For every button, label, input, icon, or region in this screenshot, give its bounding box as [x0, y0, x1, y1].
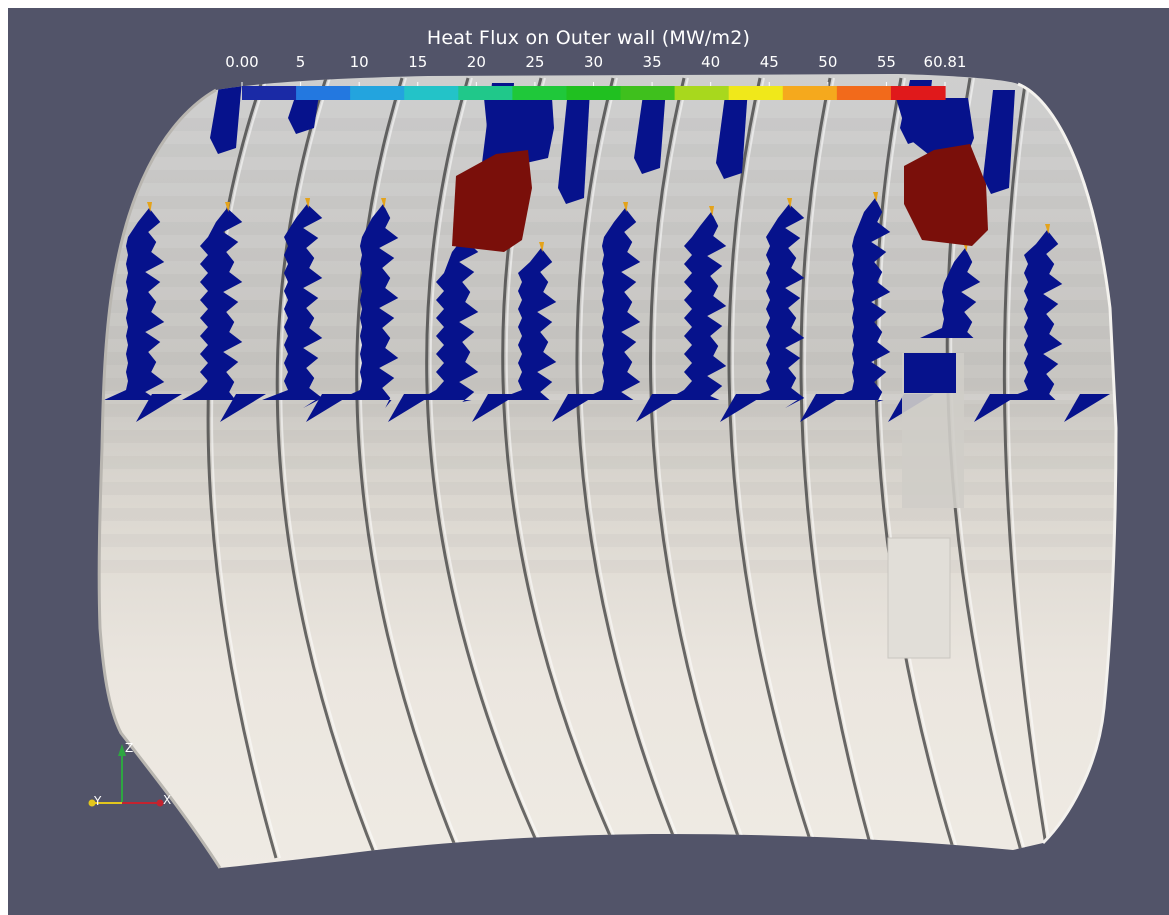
- panel-gap: [874, 77, 958, 859]
- colorbar-tick-label: 25: [525, 53, 545, 71]
- panel-gap: [727, 77, 818, 859]
- colorbar-segment: [404, 86, 459, 100]
- low-flux-strip: [716, 88, 748, 179]
- colorbar-segment: [674, 86, 730, 100]
- low-flux-strip: [830, 198, 891, 402]
- render-viewport[interactable]: Heat Flux on Outer wall (MW/m2) 0.00 5 10 1…: [8, 8, 1169, 915]
- low-flux-triangle: [800, 394, 846, 422]
- colorbar-segment: [890, 86, 946, 100]
- y-axis-label: Y: [94, 794, 102, 808]
- panel-gap: [575, 77, 684, 859]
- low-flux-strip: [496, 248, 557, 400]
- low-flux-strip: [580, 208, 641, 400]
- low-flux-triangle: [552, 394, 598, 422]
- colorbar: [241, 82, 946, 100]
- colorbar-segment: [458, 86, 513, 100]
- low-flux-strip: [1002, 230, 1063, 400]
- orientation-axes: [88, 744, 164, 807]
- low-flux-triangle: [636, 394, 682, 422]
- low-flux-triangle: [136, 394, 182, 422]
- heat-flux-patches: [104, 80, 1110, 659]
- panel-gap: [649, 77, 748, 859]
- colorbar-segment: [350, 86, 405, 100]
- colorbar-tick-label: 35: [642, 53, 662, 71]
- colorbar-segment: [728, 86, 784, 100]
- low-flux-triangle: [388, 394, 434, 422]
- colorbar-segment: [566, 86, 622, 100]
- low-flux-triangle: [720, 394, 766, 422]
- colorbar-tick-label: 40: [701, 53, 721, 71]
- wall-mesh: [99, 74, 1116, 868]
- colorbar-tick-label: 50: [818, 53, 838, 71]
- low-flux-strip: [182, 208, 243, 400]
- z-axis-label: Z: [125, 741, 134, 755]
- low-flux-strip: [983, 90, 1015, 194]
- colorbar-tick-label: 20: [466, 53, 486, 71]
- low-flux-strip: [104, 208, 165, 400]
- high-flux-hotspot: [452, 150, 532, 252]
- high-flux-hotspot: [904, 144, 988, 246]
- colorbar-segment: [836, 86, 892, 100]
- low-flux-strip: [558, 90, 590, 204]
- colorbar-tick-label: 5: [295, 53, 306, 71]
- colorbar-tick-label: 60.81: [923, 53, 967, 71]
- colorbar-tick-label: 15: [408, 53, 428, 71]
- low-flux-triangle: [1064, 394, 1110, 422]
- x-axis-label: X: [163, 793, 172, 807]
- low-flux-halo: [896, 98, 974, 162]
- colorbar-segment: [242, 86, 297, 100]
- panel-gap: [1002, 77, 1050, 859]
- colorbar-tick-label: 45: [759, 53, 779, 71]
- colorbar-tick-label: 30: [583, 53, 604, 71]
- low-flux-strip: [338, 204, 399, 408]
- low-flux-strip: [262, 204, 323, 408]
- low-flux-strip: [634, 88, 666, 174]
- colorbar-tick-label: 10: [349, 53, 369, 71]
- panel-gap: [799, 77, 876, 859]
- low-flux-triangle: [220, 394, 266, 422]
- low-flux-strip: [210, 80, 242, 154]
- low-flux-strip: [920, 248, 981, 338]
- low-flux-triangle: [472, 394, 518, 422]
- low-flux-strip: [744, 204, 805, 408]
- colorbar-segment: [782, 86, 838, 100]
- colorbar-tick-label: 0.00: [225, 53, 259, 71]
- colorbar-segment: [512, 86, 568, 100]
- panel-gap: [355, 77, 462, 859]
- low-flux-triangle: [306, 394, 352, 422]
- low-flux-triangle: [974, 394, 1020, 422]
- panel-gap: [425, 77, 546, 859]
- low-flux-strip: [418, 238, 479, 402]
- colorbar-tick-label: 55: [876, 53, 896, 71]
- low-flux-strip: [666, 212, 727, 400]
- panel-gap: [206, 77, 278, 859]
- colorbar-title: Heat Flux on Outer wall (MW/m2): [426, 27, 751, 49]
- wall-surface-render: [88, 74, 1118, 869]
- colorbar-segment: [296, 86, 351, 100]
- colorbar-segment: [620, 86, 676, 100]
- low-flux-halo: [484, 98, 554, 163]
- panel-gap: [275, 77, 378, 859]
